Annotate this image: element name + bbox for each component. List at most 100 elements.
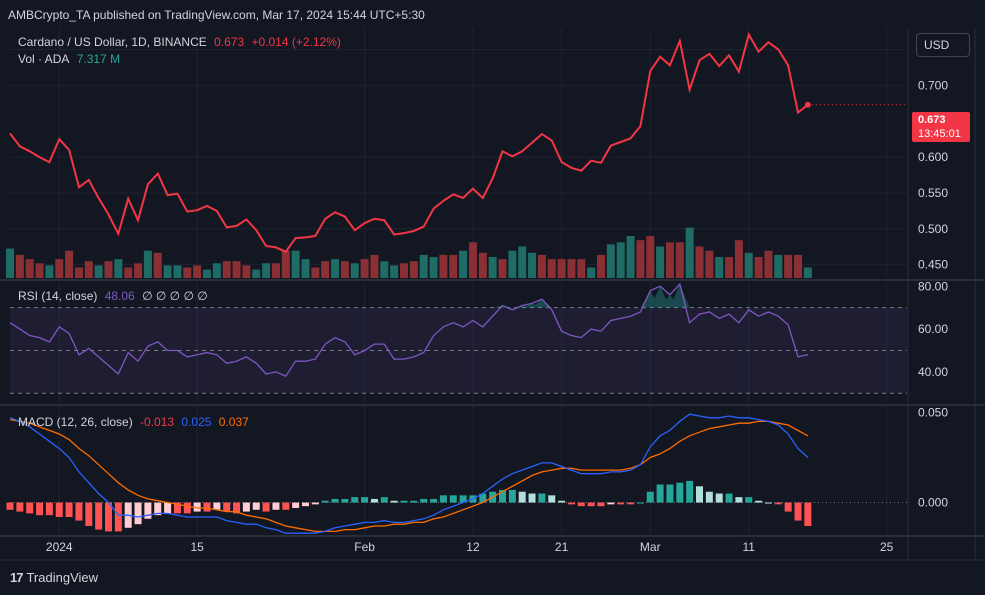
macd-histogram-bar <box>173 502 181 514</box>
volume-bar <box>301 259 310 278</box>
macd-histogram-bar <box>459 495 467 503</box>
macd-histogram-bar <box>567 502 575 505</box>
volume-bar <box>370 254 379 278</box>
volume-bar <box>94 265 103 278</box>
macd-histogram-bar <box>587 502 595 507</box>
macd-histogram-bar <box>75 502 83 521</box>
macd-histogram-bar <box>686 480 694 503</box>
rsi-tick-label: 80.00 <box>918 279 948 293</box>
macd-histogram-bar <box>666 484 674 503</box>
macd-histogram-bar <box>508 489 516 503</box>
volume-bar <box>212 263 221 278</box>
macd-histogram-bar <box>262 502 270 512</box>
volume-bar <box>734 240 743 278</box>
macd-legend[interactable]: MACD (12, 26, close) -0.013 0.025 0.037 <box>18 415 253 429</box>
signal-line <box>9 418 809 533</box>
tradingview-brand[interactable]: 17 TradingView <box>10 570 98 585</box>
volume-bar <box>380 261 389 278</box>
macd-histogram-bar <box>656 484 664 503</box>
hist-value: 0.037 <box>218 415 249 429</box>
macd-histogram-bar <box>755 500 763 503</box>
volume-bar <box>104 261 113 278</box>
macd-histogram-bar <box>804 502 812 526</box>
macd-histogram-bar <box>370 498 378 503</box>
currency-button[interactable]: USD <box>916 33 970 57</box>
volume-bar <box>15 254 24 278</box>
macd-tick-label: 0.050 <box>918 405 948 419</box>
volume-bar <box>232 261 241 278</box>
price-tag-countdown: 13:45:01 <box>918 128 961 140</box>
volume-bar <box>222 261 231 278</box>
volume-bar <box>744 252 753 278</box>
macd-histogram-bar <box>676 482 684 503</box>
macd-histogram-bar <box>528 493 536 503</box>
brand-text: TradingView <box>26 570 99 585</box>
macd-histogram-bar <box>223 502 231 512</box>
macd-histogram-bar <box>164 502 172 514</box>
macd-histogram-bar <box>361 497 369 503</box>
time-tick-label: Mar <box>640 540 661 554</box>
price-change: +0.014 (+2.12%) <box>251 35 341 49</box>
time-tick-label: 15 <box>190 540 204 554</box>
volume-bar <box>656 246 665 278</box>
volume-bar <box>685 227 694 278</box>
volume-bar <box>764 250 773 278</box>
price-tick-label: 0.450 <box>918 258 948 272</box>
macd-histogram-bar <box>311 502 319 505</box>
macd-histogram-bar <box>410 500 418 503</box>
volume-bar <box>55 259 64 278</box>
macd-histogram-bar <box>341 498 349 503</box>
volume-bar <box>400 263 408 278</box>
macd-histogram-bar <box>449 495 457 503</box>
volume-bar <box>360 259 369 278</box>
macd-histogram-bar <box>213 502 221 510</box>
price-line <box>9 31 809 253</box>
macd-tick-label: 0.000 <box>918 496 948 510</box>
macd-histogram-bar <box>499 489 506 503</box>
price-tick-label: 0.500 <box>918 222 948 236</box>
last-price: 0.673 <box>214 35 245 49</box>
volume-bar <box>331 259 340 278</box>
volume-bar <box>183 267 192 278</box>
macd-histogram-bar <box>764 502 772 504</box>
macd-histogram-bar <box>272 502 280 510</box>
volume-bar <box>429 257 438 278</box>
macd-histogram-bar <box>233 502 241 514</box>
signal-value: 0.025 <box>181 415 212 429</box>
volume-bar <box>557 259 566 278</box>
publish-info: AMBCrypto_TA published on TradingView.co… <box>8 8 425 22</box>
rsi-legend[interactable]: RSI (14, close) 48.06 ∅ ∅ ∅ ∅ ∅ <box>18 289 212 303</box>
volume-bar <box>291 250 300 278</box>
volume-bar <box>45 265 54 278</box>
macd-histogram-bar <box>646 491 654 503</box>
macd-histogram-bar <box>252 502 260 510</box>
volume-bar <box>459 250 468 278</box>
rsi-tick-label: 40.00 <box>918 365 948 379</box>
volume-legend[interactable]: Vol · ADA 7.317 M <box>18 52 124 66</box>
macd-histogram-bar <box>351 497 359 503</box>
macd-line <box>9 413 809 534</box>
rsi-line <box>9 282 809 378</box>
volume-bar <box>537 254 546 278</box>
rsi-value: 48.06 <box>104 289 135 303</box>
volume-bar <box>25 259 34 278</box>
time-tick-label: 25 <box>880 540 894 554</box>
volume-bar <box>518 246 527 278</box>
volume-bar <box>774 254 783 278</box>
time-tick-label: Feb <box>354 540 375 554</box>
rsi-label: RSI (14, close) <box>18 289 98 303</box>
macd-histogram-bar <box>696 486 703 503</box>
symbol-legend[interactable]: Cardano / US Dollar, 1D, BINANCE 0.673 +… <box>18 35 345 49</box>
volume-bar <box>498 259 507 278</box>
macd-histogram-bar <box>380 497 388 503</box>
macd-histogram-bar <box>400 500 408 503</box>
macd-histogram-bar <box>95 502 103 530</box>
volume-bar <box>252 269 261 278</box>
volume-bar <box>754 257 763 278</box>
macd-histogram-bar <box>518 491 526 503</box>
volume-bar <box>784 254 793 278</box>
macd-histogram-bar <box>292 502 300 508</box>
volume-bar <box>587 267 596 278</box>
macd-histogram-bar <box>745 497 753 503</box>
